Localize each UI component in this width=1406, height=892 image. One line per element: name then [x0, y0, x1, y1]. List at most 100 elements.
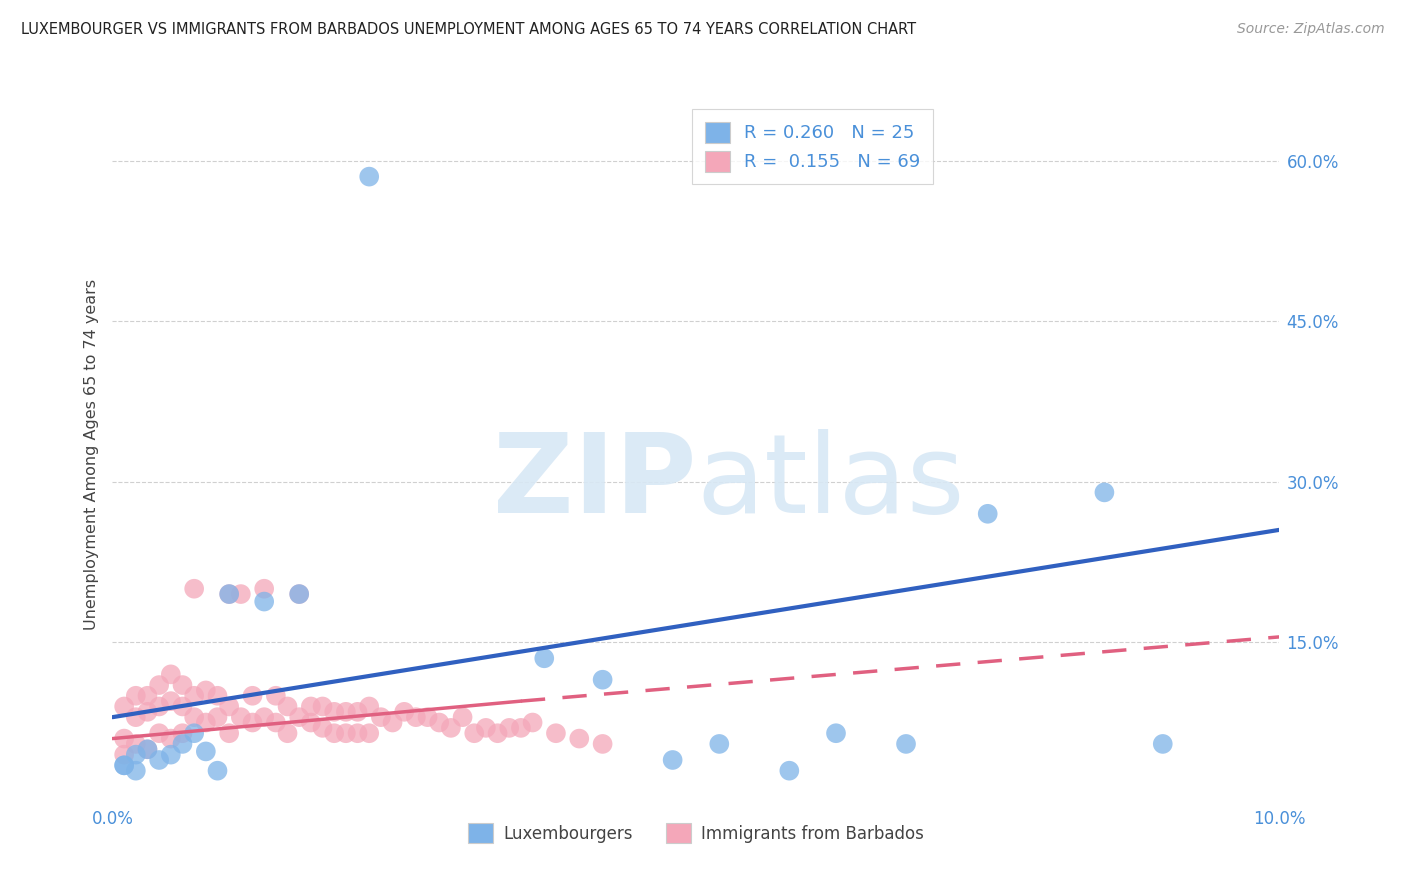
Point	[136, 689, 159, 703]
Point	[288, 710, 311, 724]
Point	[264, 715, 287, 730]
Text: ZIP: ZIP	[492, 429, 696, 536]
Point	[172, 699, 194, 714]
Point	[253, 594, 276, 608]
Point	[299, 699, 322, 714]
Point	[160, 747, 183, 762]
Point	[359, 169, 381, 184]
Point	[359, 726, 381, 740]
Point	[253, 582, 276, 596]
Point	[172, 737, 194, 751]
Point	[346, 726, 368, 740]
Point	[311, 699, 333, 714]
Point	[592, 673, 614, 687]
Point	[709, 737, 731, 751]
Point	[276, 699, 298, 714]
Point	[592, 737, 614, 751]
Point	[183, 689, 205, 703]
Point	[242, 689, 264, 703]
Point	[229, 710, 252, 724]
Point	[264, 689, 287, 703]
Point	[183, 710, 205, 724]
Point	[486, 726, 509, 740]
Point	[544, 726, 567, 740]
Point	[183, 726, 205, 740]
Point	[323, 726, 346, 740]
Point	[370, 710, 392, 724]
Point	[160, 667, 183, 681]
Point	[451, 710, 474, 724]
Legend: Luxembourgers, Immigrants from Barbados: Luxembourgers, Immigrants from Barbados	[461, 816, 931, 850]
Point	[112, 747, 135, 762]
Point	[218, 699, 240, 714]
Text: atlas: atlas	[696, 429, 965, 536]
Point	[160, 694, 183, 708]
Point	[112, 699, 135, 714]
Point	[136, 742, 159, 756]
Point	[125, 747, 148, 762]
Point	[440, 721, 463, 735]
Point	[335, 705, 357, 719]
Point	[405, 710, 427, 724]
Point	[218, 587, 240, 601]
Point	[229, 587, 252, 601]
Point	[475, 721, 498, 735]
Point	[778, 764, 800, 778]
Point	[160, 731, 183, 746]
Point	[125, 737, 148, 751]
Point	[207, 710, 229, 724]
Point	[112, 731, 135, 746]
Point	[568, 731, 591, 746]
Point	[207, 689, 229, 703]
Point	[533, 651, 555, 665]
Point	[288, 587, 311, 601]
Point	[194, 744, 217, 758]
Point	[381, 715, 404, 730]
Point	[125, 689, 148, 703]
Point	[359, 699, 381, 714]
Y-axis label: Unemployment Among Ages 65 to 74 years: Unemployment Among Ages 65 to 74 years	[83, 279, 98, 631]
Text: LUXEMBOURGER VS IMMIGRANTS FROM BARBADOS UNEMPLOYMENT AMONG AGES 65 TO 74 YEARS : LUXEMBOURGER VS IMMIGRANTS FROM BARBADOS…	[21, 22, 917, 37]
Point	[207, 764, 229, 778]
Point	[346, 705, 368, 719]
Point	[112, 758, 135, 772]
Point	[172, 726, 194, 740]
Point	[509, 721, 531, 735]
Point	[136, 742, 159, 756]
Point	[522, 715, 544, 730]
Point	[416, 710, 439, 724]
Point	[218, 726, 240, 740]
Point	[253, 710, 276, 724]
Point	[218, 587, 240, 601]
Point	[1094, 485, 1116, 500]
Point	[463, 726, 485, 740]
Point	[183, 582, 205, 596]
Point	[825, 726, 848, 740]
Point	[288, 587, 311, 601]
Point	[976, 507, 998, 521]
Point	[194, 683, 217, 698]
Point	[148, 678, 170, 692]
Point	[299, 715, 322, 730]
Text: Source: ZipAtlas.com: Source: ZipAtlas.com	[1237, 22, 1385, 37]
Point	[427, 715, 450, 730]
Point	[323, 705, 346, 719]
Point	[335, 726, 357, 740]
Point	[242, 715, 264, 730]
Point	[148, 699, 170, 714]
Point	[394, 705, 416, 719]
Point	[112, 758, 135, 772]
Point	[276, 726, 298, 740]
Point	[894, 737, 917, 751]
Point	[172, 678, 194, 692]
Point	[136, 705, 159, 719]
Point	[498, 721, 520, 735]
Point	[125, 710, 148, 724]
Point	[148, 726, 170, 740]
Point	[1152, 737, 1174, 751]
Point	[194, 715, 217, 730]
Point	[125, 764, 148, 778]
Point	[661, 753, 683, 767]
Point	[311, 721, 333, 735]
Point	[148, 753, 170, 767]
